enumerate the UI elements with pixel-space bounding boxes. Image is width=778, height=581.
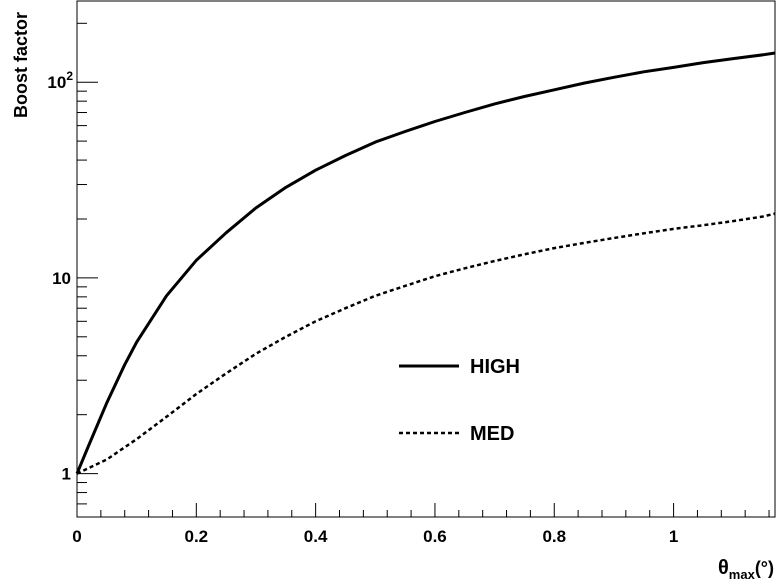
x-axis-title-subscript: max xyxy=(729,567,756,581)
x-axis-title-unit: (°) xyxy=(755,558,774,578)
curves xyxy=(75,51,776,475)
y-axis-title: Boost factor xyxy=(11,12,31,118)
series-med-line xyxy=(76,212,776,475)
x-tick-label: 0.4 xyxy=(304,527,328,546)
y-tick-label: 1 xyxy=(62,465,71,484)
legend: HIGH MED xyxy=(399,356,520,445)
y-tick-label: 10 xyxy=(52,269,71,288)
legend-label-high: HIGH xyxy=(470,356,520,378)
plot-frame xyxy=(76,0,776,518)
x-tick-label: 0.8 xyxy=(542,527,566,546)
x-tick-label: 0.6 xyxy=(423,527,447,546)
x-tick-labels: 0 0.2 0.4 0.6 0.8 1 xyxy=(72,527,678,546)
series-high-line xyxy=(75,51,776,475)
y-tick-label: 102 xyxy=(47,69,73,92)
x-tick-label: 0.2 xyxy=(184,527,208,546)
y-axis-ticks xyxy=(77,22,98,518)
x-axis-ticks xyxy=(76,503,770,517)
x-axis-title: θmax(°) xyxy=(718,557,774,581)
legend-label-med: MED xyxy=(470,423,514,445)
x-tick-label: 0 xyxy=(72,527,81,546)
x-axis-title-symbol: θ xyxy=(718,557,729,579)
y-tick-labels: 1 10 102 xyxy=(47,69,73,483)
x-tick-label: 1 xyxy=(669,527,678,546)
